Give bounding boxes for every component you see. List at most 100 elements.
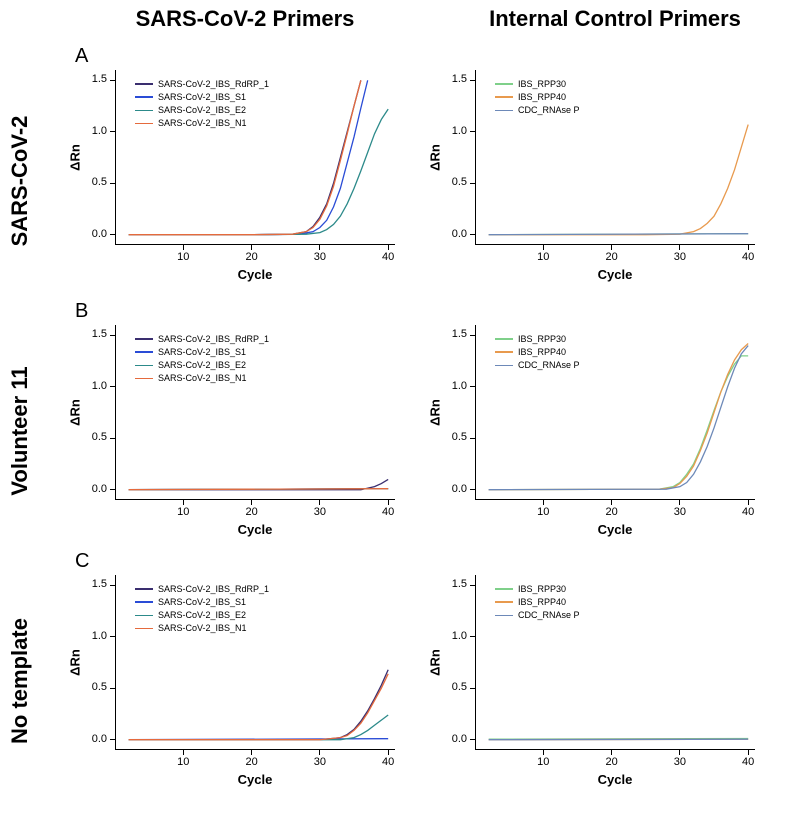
legend-swatch <box>495 351 513 353</box>
panel-letter-C: C <box>75 550 89 573</box>
xtick-label: 40 <box>733 506 763 518</box>
legend-row: SARS-CoV-2_IBS_E2 <box>135 609 269 621</box>
series-line-N1 <box>129 674 389 740</box>
xtick-mark <box>183 750 184 755</box>
xtick-label: 30 <box>305 756 335 768</box>
legend-label: CDC_RNAse P <box>518 359 580 371</box>
y-axis-title: ΔRn <box>428 632 443 692</box>
xtick-mark <box>543 750 544 755</box>
xtick-label: 30 <box>665 251 695 263</box>
legend-swatch <box>135 351 153 353</box>
ytick-label: 0.0 <box>437 228 467 240</box>
xtick-mark <box>679 245 680 250</box>
legend-label: IBS_RPP30 <box>518 78 566 90</box>
legend-label: CDC_RNAse P <box>518 609 580 621</box>
legend-row: IBS_RPP30 <box>495 78 580 90</box>
legend: SARS-CoV-2_IBS_RdRP_1SARS-CoV-2_IBS_S1SA… <box>135 583 269 636</box>
xtick-mark <box>388 750 389 755</box>
legend-row: SARS-CoV-2_IBS_N1 <box>135 117 269 129</box>
series-line-RdRP_1 <box>129 479 389 489</box>
legend-row: IBS_RPP40 <box>495 346 580 358</box>
series-line-RdRP_1 <box>129 670 389 740</box>
ytick-label: 0.0 <box>437 483 467 495</box>
legend-row: IBS_RPP30 <box>495 583 580 595</box>
series-line-RNAseP <box>489 739 749 740</box>
xtick-label: 40 <box>733 251 763 263</box>
legend-row: SARS-CoV-2_IBS_N1 <box>135 372 269 384</box>
xtick-label: 20 <box>237 506 267 518</box>
chart-panel-B_left: 0.00.51.01.510203040ΔRnCycleSARS-CoV-2_I… <box>115 325 395 500</box>
xtick-mark <box>748 500 749 505</box>
ytick-label: 1.5 <box>437 328 467 340</box>
legend-swatch <box>135 83 153 85</box>
legend-label: CDC_RNAse P <box>518 104 580 116</box>
figure-root: SARS-CoV-2 PrimersInternal Control Prime… <box>0 0 795 818</box>
legend-label: IBS_RPP40 <box>518 91 566 103</box>
x-axis-title: Cycle <box>225 267 285 282</box>
legend-label: IBS_RPP30 <box>518 333 566 345</box>
chart-panel-C_right: 0.00.51.01.510203040ΔRnCycleIBS_RPP30IBS… <box>475 575 755 750</box>
legend: IBS_RPP30IBS_RPP40CDC_RNAse P <box>495 583 580 622</box>
legend-label: SARS-CoV-2_IBS_E2 <box>158 609 246 621</box>
chart-panel-C_left: 0.00.51.01.510203040ΔRnCycleSARS-CoV-2_I… <box>115 575 395 750</box>
xtick-mark <box>251 245 252 250</box>
xtick-label: 20 <box>597 251 627 263</box>
xtick-label: 20 <box>237 251 267 263</box>
legend-row: SARS-CoV-2_IBS_RdRP_1 <box>135 78 269 90</box>
legend-swatch <box>495 110 513 112</box>
legend: SARS-CoV-2_IBS_RdRP_1SARS-CoV-2_IBS_S1SA… <box>135 78 269 131</box>
xtick-label: 20 <box>597 506 627 518</box>
legend-row: SARS-CoV-2_IBS_RdRP_1 <box>135 583 269 595</box>
legend-row: IBS_RPP30 <box>495 333 580 345</box>
legend-label: SARS-CoV-2_IBS_RdRP_1 <box>158 583 269 595</box>
y-axis-title: ΔRn <box>428 127 443 187</box>
legend-row: SARS-CoV-2_IBS_E2 <box>135 359 269 371</box>
xtick-mark <box>679 750 680 755</box>
xtick-label: 20 <box>597 756 627 768</box>
legend-row: CDC_RNAse P <box>495 609 580 621</box>
legend-label: SARS-CoV-2_IBS_S1 <box>158 346 246 358</box>
xtick-label: 20 <box>237 756 267 768</box>
xtick-label: 40 <box>373 756 403 768</box>
column-header-0: SARS-CoV-2 Primers <box>95 6 395 32</box>
x-axis-title: Cycle <box>585 772 645 787</box>
series-line-RNAseP <box>489 234 749 235</box>
legend-swatch <box>495 96 513 98</box>
legend-row: SARS-CoV-2_IBS_S1 <box>135 346 269 358</box>
xtick-mark <box>748 750 749 755</box>
xtick-mark <box>319 750 320 755</box>
xtick-mark <box>388 245 389 250</box>
legend-label: SARS-CoV-2_IBS_E2 <box>158 104 246 116</box>
series-line-RPP40 <box>489 125 749 235</box>
x-axis-title: Cycle <box>585 267 645 282</box>
ytick-label: 0.0 <box>77 483 107 495</box>
legend: IBS_RPP30IBS_RPP40CDC_RNAse P <box>495 78 580 117</box>
xtick-label: 10 <box>528 506 558 518</box>
ytick-label: 0.0 <box>77 228 107 240</box>
xtick-mark <box>388 500 389 505</box>
legend-row: IBS_RPP40 <box>495 596 580 608</box>
legend-label: SARS-CoV-2_IBS_N1 <box>158 117 247 129</box>
legend-swatch <box>495 365 513 367</box>
chart-panel-A_right: 0.00.51.01.510203040ΔRnCycleIBS_RPP30IBS… <box>475 70 755 245</box>
xtick-mark <box>748 245 749 250</box>
series-line-RPP30 <box>489 356 749 490</box>
legend-swatch <box>495 588 513 590</box>
legend-swatch <box>135 628 153 630</box>
panel-letter-A: A <box>75 45 88 68</box>
y-axis-title: ΔRn <box>428 382 443 442</box>
legend-label: IBS_RPP40 <box>518 346 566 358</box>
legend-label: IBS_RPP30 <box>518 583 566 595</box>
legend-row: SARS-CoV-2_IBS_E2 <box>135 104 269 116</box>
xtick-mark <box>611 245 612 250</box>
xtick-label: 30 <box>305 251 335 263</box>
xtick-mark <box>679 500 680 505</box>
legend: SARS-CoV-2_IBS_RdRP_1SARS-CoV-2_IBS_S1SA… <box>135 333 269 386</box>
xtick-mark <box>611 750 612 755</box>
ytick-label: 0.0 <box>437 733 467 745</box>
x-axis-title: Cycle <box>585 522 645 537</box>
legend-swatch <box>135 110 153 112</box>
xtick-label: 40 <box>373 251 403 263</box>
legend-swatch <box>495 338 513 340</box>
xtick-label: 10 <box>168 251 198 263</box>
